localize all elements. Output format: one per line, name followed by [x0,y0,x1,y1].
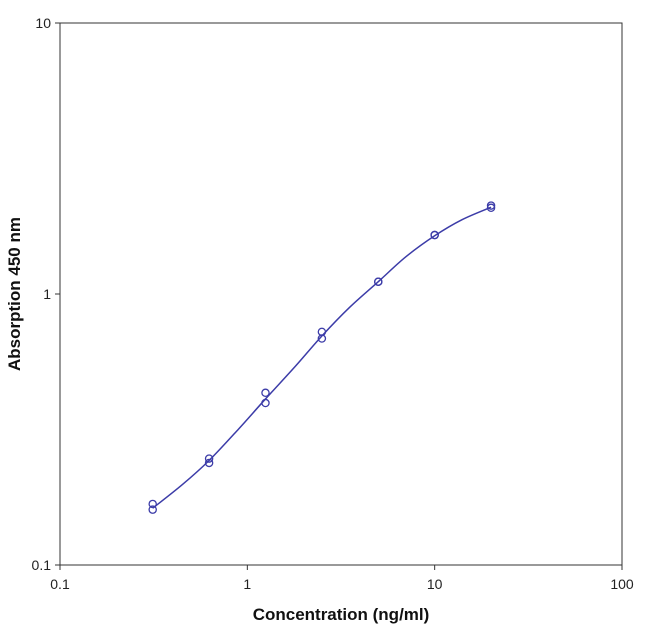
y-tick-label: 0.1 [32,557,52,573]
data-point [374,277,383,286]
data-point [204,454,214,463]
x-axis-label: Concentration (ng/ml) [253,605,430,624]
data-point [204,458,214,468]
y-tick-label: 10 [35,15,51,31]
data-point [430,230,439,240]
x-tick-label: 100 [610,576,634,592]
x-tick-label: 0.1 [50,576,70,592]
data-point [317,334,327,343]
x-tick-label: 1 [243,576,251,592]
data-point [261,388,270,398]
fit-curve-group [152,206,492,509]
x-tick-label: 10 [427,576,443,592]
y-axis-label: Absorption 450 nm [5,217,24,371]
fit-curve-line [152,206,492,509]
data-points-group [148,201,496,514]
data-point [261,398,270,408]
y-tick-label: 1 [43,286,51,302]
x-axis-ticks: 0.1 1 10 100 [50,565,634,592]
plot-frame [59,22,623,566]
y-axis-ticks: 0.1 1 10 [32,15,60,573]
data-point [148,505,157,514]
data-point [148,499,157,509]
data-point [486,203,496,213]
